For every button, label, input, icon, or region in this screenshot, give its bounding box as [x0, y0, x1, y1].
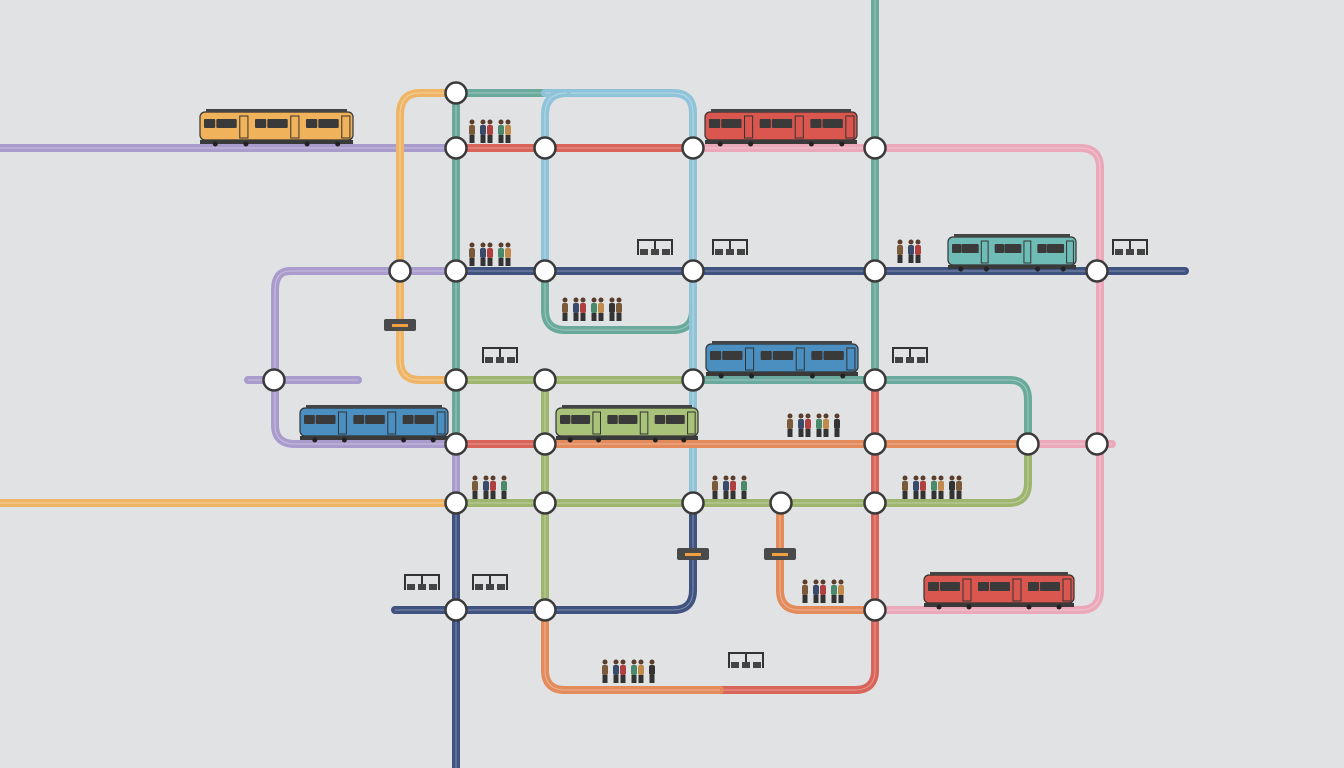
station-circle-icon[interactable] — [444, 81, 468, 105]
station-circle-icon[interactable] — [681, 136, 705, 160]
coral-line-segment — [541, 606, 724, 694]
lightblue-line-highlight — [544, 92, 568, 271]
navy-line-segment — [391, 499, 697, 614]
pink-line-segment — [689, 144, 1104, 614]
station-circle-icon[interactable] — [863, 491, 887, 515]
station-circle-icon[interactable] — [444, 136, 468, 160]
green-line-highlight — [456, 444, 1029, 504]
station-circle-icon[interactable] — [769, 491, 793, 515]
lightblue-line-segment — [541, 89, 697, 507]
platform-decorations — [384, 119, 1148, 683]
platform-bench-icon — [728, 652, 764, 668]
passenger-group-icon — [787, 413, 840, 437]
lightblue-line-highlight — [545, 92, 694, 503]
platform-bench-icon — [482, 347, 518, 363]
tram-icon — [705, 341, 859, 379]
passenger-group-icon — [472, 475, 507, 499]
station-circle-icon[interactable] — [863, 368, 887, 392]
station-circle-icon[interactable] — [1016, 432, 1040, 456]
platform-bench-icon — [1112, 239, 1148, 255]
tram-icon — [704, 109, 858, 147]
passenger-group-icon — [802, 579, 844, 603]
station-circle-icon[interactable] — [863, 598, 887, 622]
red-line-highlight — [700, 380, 876, 691]
purple-line-highlight — [274, 270, 456, 445]
passenger-group-icon — [712, 475, 747, 499]
coral-line-highlight — [544, 610, 720, 691]
tram-icon — [299, 405, 449, 443]
station-circle-icon[interactable] — [1085, 432, 1109, 456]
coral-line-highlight — [779, 503, 875, 611]
platform-bench-icon — [404, 574, 440, 590]
tram-icon — [199, 109, 354, 147]
orange-line-highlight — [399, 92, 456, 381]
platform-bench-icon — [472, 574, 508, 590]
tram-icon — [923, 572, 1075, 610]
station-circle-icon[interactable] — [444, 598, 468, 622]
station-circle-icon[interactable] — [863, 136, 887, 160]
passenger-group-icon — [602, 659, 655, 683]
station-circle-icon[interactable] — [1085, 259, 1109, 283]
station-circle-icon[interactable] — [444, 432, 468, 456]
green-line-segment — [452, 440, 1032, 507]
teal-line-segment — [689, 376, 1032, 448]
platform-bench-icon — [637, 239, 673, 255]
transit-lines — [0, 0, 1189, 768]
station-circle-icon[interactable] — [681, 259, 705, 283]
pink-line-highlight — [693, 147, 1101, 611]
teal-line-highlight — [693, 379, 1029, 444]
station-circle-icon[interactable] — [681, 491, 705, 515]
passenger-group-icon — [469, 242, 511, 266]
passenger-group-icon — [562, 297, 622, 321]
station-circle-icon[interactable] — [262, 368, 286, 392]
signal-sign-icon — [384, 319, 416, 331]
signal-sign-icon — [677, 548, 709, 560]
stations — [262, 81, 1109, 622]
station-circle-icon[interactable] — [533, 491, 557, 515]
signal-sign-icon — [764, 548, 796, 560]
orange-line-segment — [396, 89, 460, 384]
station-circle-icon[interactable] — [863, 259, 887, 283]
passenger-group-icon — [902, 475, 962, 499]
red-line-segment — [696, 376, 879, 694]
station-circle-icon[interactable] — [444, 491, 468, 515]
tram-icon — [947, 234, 1077, 272]
passenger-group-icon — [897, 239, 921, 263]
station-circle-icon[interactable] — [533, 598, 557, 622]
station-circle-icon[interactable] — [444, 368, 468, 392]
passenger-group-icon — [469, 119, 511, 143]
station-circle-icon[interactable] — [533, 432, 557, 456]
lightblue-line-segment — [541, 89, 571, 275]
station-circle-icon[interactable] — [681, 368, 705, 392]
station-circle-icon[interactable] — [388, 259, 412, 283]
coral-line-segment — [776, 499, 879, 614]
station-circle-icon[interactable] — [533, 136, 557, 160]
station-circle-icon[interactable] — [533, 259, 557, 283]
navy-line-highlight — [395, 503, 694, 611]
purple-line-segment — [271, 267, 460, 448]
tram-icon — [555, 405, 699, 443]
trains — [199, 109, 1077, 610]
station-circle-icon[interactable] — [444, 259, 468, 283]
platform-bench-icon — [712, 239, 748, 255]
station-circle-icon[interactable] — [863, 432, 887, 456]
platform-bench-icon — [892, 347, 928, 363]
station-circle-icon[interactable] — [533, 368, 557, 392]
